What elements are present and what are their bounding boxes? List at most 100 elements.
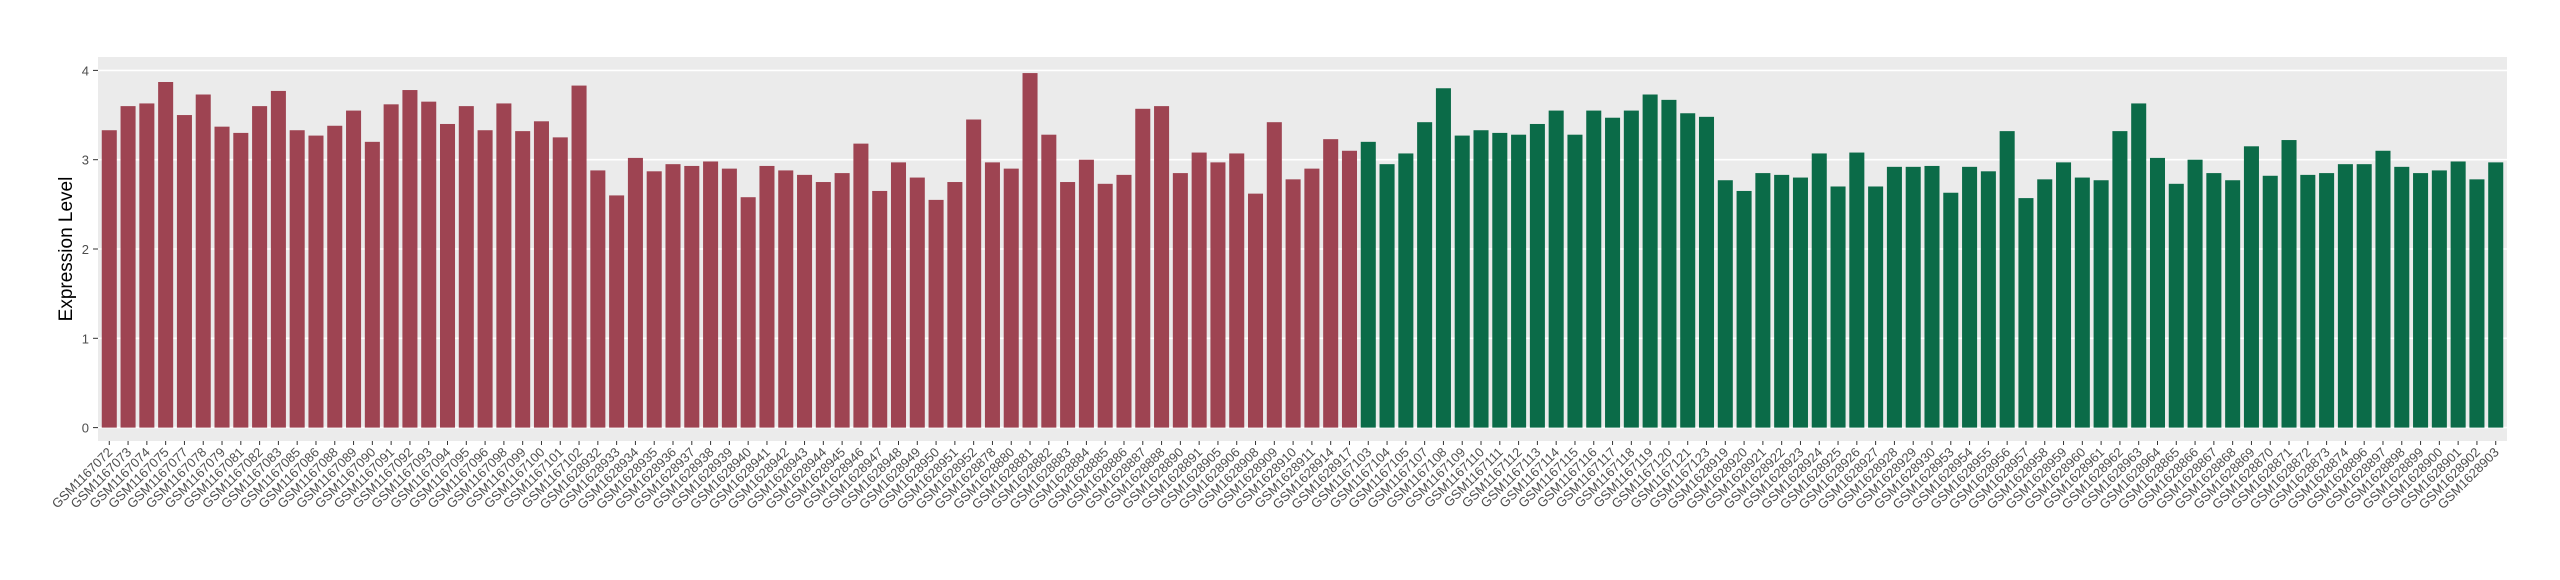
y-tick-label: 3 <box>82 153 89 168</box>
bar <box>2431 170 2447 428</box>
bar <box>1003 168 1019 428</box>
bar <box>439 123 456 428</box>
bar <box>2375 150 2391 428</box>
bar <box>1229 153 1245 428</box>
bar <box>1060 182 1076 428</box>
bar <box>609 195 625 428</box>
bar <box>2225 180 2241 428</box>
bar <box>2018 198 2034 428</box>
bar <box>1605 117 1621 428</box>
bar <box>2281 140 2297 428</box>
bar <box>176 115 192 428</box>
bar <box>2131 103 2147 428</box>
bar <box>1323 139 1339 428</box>
bar <box>2093 180 2109 428</box>
bar <box>928 199 944 428</box>
bar <box>721 168 737 428</box>
bar <box>1980 171 1996 428</box>
bar <box>2488 162 2504 428</box>
bar <box>984 162 1000 428</box>
bar <box>1792 177 1808 428</box>
bar <box>1999 131 2015 428</box>
bar <box>1116 174 1132 428</box>
bar <box>646 171 662 428</box>
bar <box>515 131 531 428</box>
bar <box>1078 159 1094 428</box>
bar <box>1135 108 1151 428</box>
bar <box>815 182 831 428</box>
bar <box>778 170 794 428</box>
bar <box>1548 110 1564 428</box>
bar <box>421 101 437 428</box>
bar <box>872 190 888 428</box>
bar <box>1022 73 1038 428</box>
bar <box>853 143 869 428</box>
bar <box>1905 166 1921 428</box>
bar <box>1661 99 1677 428</box>
bar <box>1379 164 1395 428</box>
bar <box>2206 173 2222 428</box>
bar <box>458 106 474 428</box>
bar <box>2187 159 2203 428</box>
bar <box>1454 135 1470 428</box>
bar <box>533 121 549 428</box>
bar <box>346 110 362 428</box>
bar <box>1755 173 1771 428</box>
bar <box>2356 164 2372 428</box>
bar <box>270 90 286 428</box>
bar <box>1285 179 1301 428</box>
bar <box>1943 192 1959 428</box>
bar <box>1868 186 1884 428</box>
y-tick-label: 1 <box>82 331 89 346</box>
bar <box>1041 134 1057 428</box>
bar <box>1304 168 1320 428</box>
bar <box>1849 152 1865 428</box>
bar <box>195 94 211 428</box>
bar <box>627 157 643 428</box>
bar <box>2394 166 2410 428</box>
bar <box>1511 134 1527 428</box>
bar <box>2319 173 2335 428</box>
bar <box>1529 123 1545 428</box>
bar <box>1698 116 1715 428</box>
bar <box>1962 166 1978 428</box>
bar <box>2243 146 2259 428</box>
bar <box>1210 162 1226 428</box>
bar <box>1417 122 1433 428</box>
bar <box>1473 130 1489 428</box>
bar <box>1924 165 1940 428</box>
bar <box>684 165 700 428</box>
bar <box>214 126 230 428</box>
bar <box>590 170 606 428</box>
bar <box>740 197 756 428</box>
bar <box>797 174 813 428</box>
bar <box>402 90 418 428</box>
bar <box>966 119 982 428</box>
bar <box>2300 174 2316 428</box>
bar <box>364 141 380 428</box>
y-tick-label: 4 <box>82 63 89 78</box>
bar <box>571 85 587 428</box>
bar <box>1492 132 1508 428</box>
bar <box>1680 113 1696 428</box>
bar <box>120 106 136 428</box>
bar <box>477 130 493 428</box>
bar <box>2262 175 2278 428</box>
y-axis-label: Expression Level <box>56 177 77 322</box>
bar <box>703 161 719 428</box>
bar <box>2469 179 2485 428</box>
bar <box>2149 157 2166 428</box>
bar <box>947 182 963 428</box>
bar <box>1886 166 1902 428</box>
bar <box>1811 153 1827 428</box>
bar <box>909 177 925 428</box>
bar <box>1567 134 1583 428</box>
bar <box>2056 162 2072 428</box>
bar <box>1736 190 1752 428</box>
bar <box>101 130 117 428</box>
bar <box>1154 106 1170 428</box>
bar <box>496 103 512 428</box>
bar <box>834 173 850 428</box>
bar <box>2168 183 2184 428</box>
bar <box>308 135 324 428</box>
